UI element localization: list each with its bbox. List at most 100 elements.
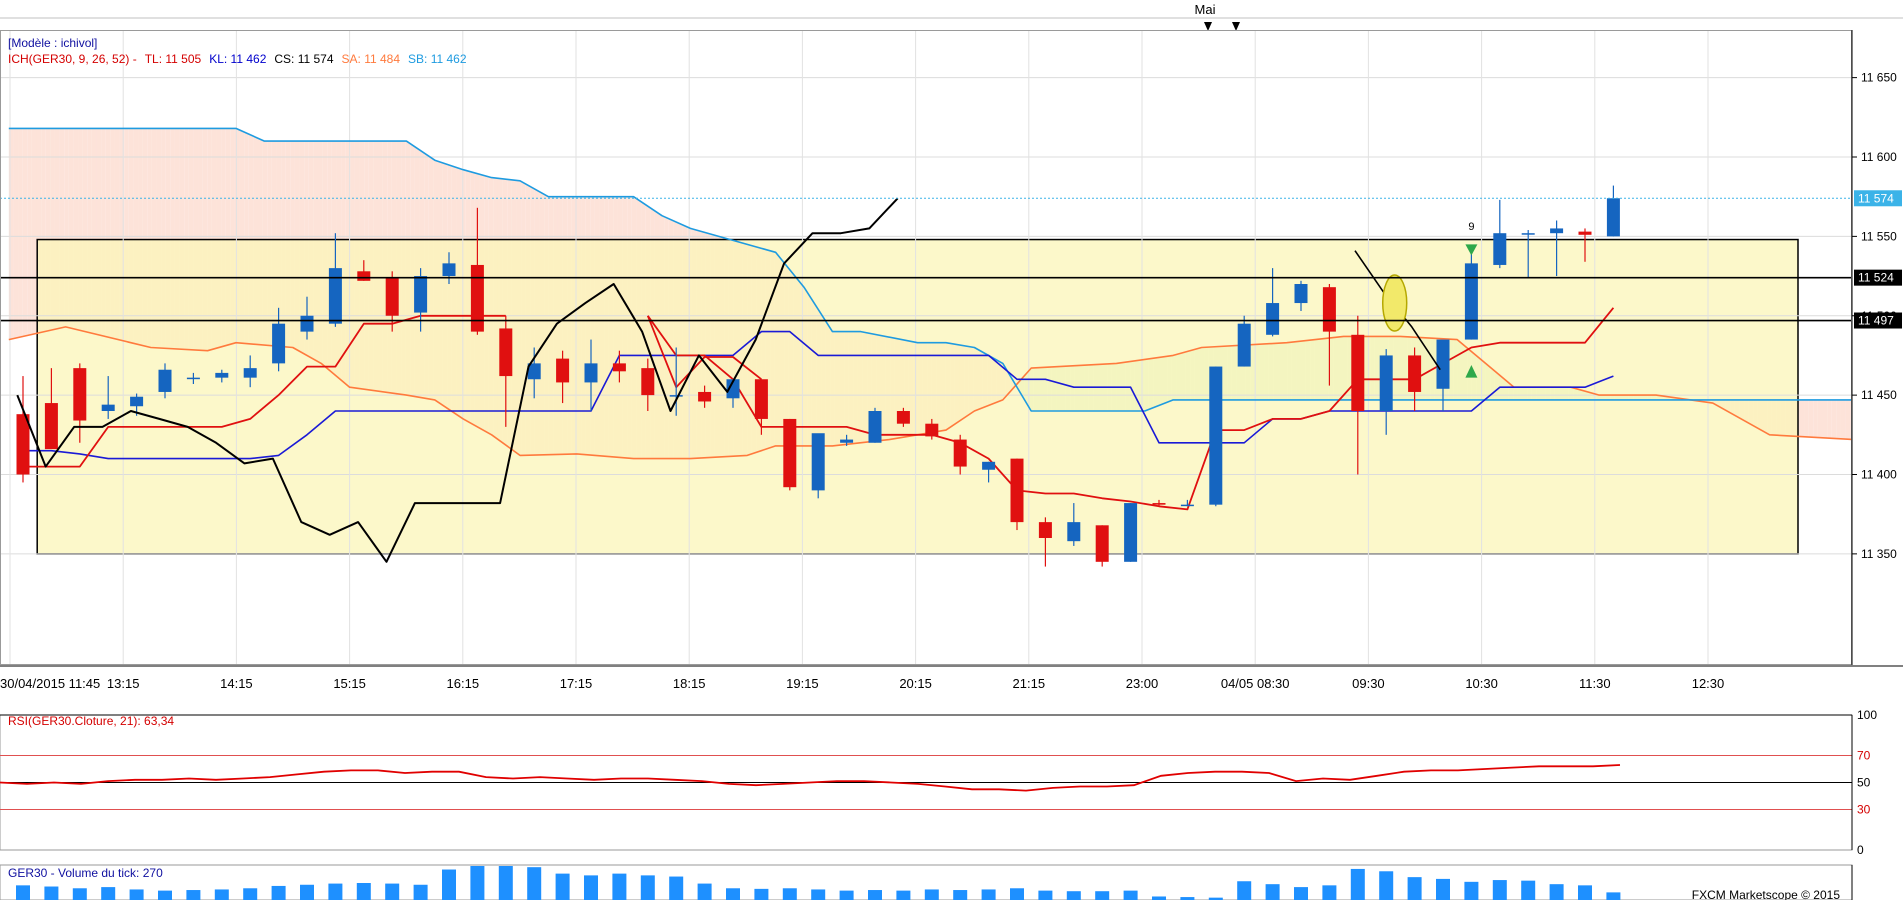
highlight-zone-box (36, 238, 1799, 555)
candle-body (1379, 355, 1393, 411)
candle-body (612, 363, 626, 372)
candle-body (1464, 263, 1478, 340)
candle-body (1095, 525, 1109, 562)
volume-bar (356, 883, 371, 900)
ichimoku-cloud-slice (1808, 399, 1814, 438)
price-axis-label: 11 450 (1861, 388, 1897, 402)
volume-bar (1492, 880, 1507, 900)
rsi-panel[interactable]: 100 70 50 30 0 (0, 708, 1877, 857)
time-axis-label: 15:15 (333, 676, 366, 691)
time-axis-label: 21:15 (1013, 676, 1046, 691)
candle-body (1067, 522, 1081, 542)
time-axis-label: 09:30 (1352, 676, 1385, 691)
candle-body (357, 271, 371, 281)
rsi-axis-label: 0 (1857, 843, 1864, 857)
volume-bar (868, 890, 882, 900)
volume-bar (782, 888, 797, 900)
ichimoku-cloud-slice (8, 128, 14, 340)
ichimoku-cloud-slice (31, 128, 37, 335)
ichimoku-cloud-slice (22, 128, 28, 337)
candle-body (1010, 458, 1024, 523)
volume-bar (328, 883, 343, 900)
price-tag-label: 11 574 (1858, 191, 1894, 205)
volume-bar (1549, 884, 1564, 900)
volume-bar (498, 866, 513, 900)
price-axis-label: 11 550 (1861, 229, 1897, 243)
time-axis-label: 17:15 (560, 676, 593, 691)
ichimoku-cloud-slice (1845, 399, 1851, 440)
volume-bar (413, 884, 428, 900)
rsi-axis-label: 30 (1857, 803, 1871, 817)
legend-entry: KL: 11 462 (209, 52, 266, 66)
volume-bar (896, 890, 911, 900)
volume-bar (1407, 877, 1422, 900)
ichimoku-cloud-slice (18, 128, 23, 338)
candle-body (925, 423, 939, 437)
candle-body (896, 411, 910, 424)
price-tag-label: 11 524 (1858, 271, 1894, 285)
candle-body (1322, 287, 1336, 332)
candle-body (1578, 231, 1592, 235)
volume-bar (1350, 868, 1365, 900)
volume-bar (129, 889, 144, 900)
ichimoku-cloud-slice (1827, 399, 1832, 439)
volume-bar (385, 883, 400, 900)
candle-body (158, 369, 172, 392)
copyright-footer: FXCM Marketscope © 2015 (1692, 888, 1841, 900)
chikou-line (16, 197, 899, 563)
candle-body (1124, 503, 1138, 562)
down-arrow-icon (1465, 244, 1478, 256)
senkou-span-a-line (8, 326, 1852, 460)
time-axis-label: 12:30 (1692, 676, 1725, 691)
candle-body (44, 403, 58, 450)
ichimoku-cloud-slice (27, 128, 32, 336)
count-label: 9 (1468, 221, 1474, 233)
volume-bar (1038, 890, 1053, 900)
volume-bar (1123, 890, 1138, 900)
volume-panel[interactable] (0, 864, 1853, 901)
volume-title: GER30 - Volume du tick: 270 (8, 866, 163, 880)
ichimoku-cloud-slice (1822, 399, 1828, 439)
price-tag-badge (1854, 269, 1902, 286)
time-axis-label: 30/04/2015 11:45 (0, 676, 100, 691)
candle-body (868, 411, 882, 443)
volume-bar (953, 890, 968, 900)
legend-entry: CS: 11 574 (274, 52, 333, 66)
candle-body (1152, 503, 1166, 505)
ichimoku-cloud-slice (13, 128, 19, 339)
time-axis-label: 19:15 (786, 676, 819, 691)
time-axis-label: 11:30 (1579, 676, 1611, 691)
volume-bar (72, 888, 87, 900)
candle-body (754, 379, 768, 419)
tenkan-line (647, 307, 1615, 511)
rsi-axis-label: 70 (1857, 749, 1871, 763)
month-marker-icon (1204, 22, 1212, 31)
rsi-axis-label: 50 (1857, 776, 1871, 790)
volume-bar (1066, 891, 1081, 900)
volume-bar (527, 867, 542, 900)
candle-body (1521, 233, 1535, 235)
volume-bar (16, 885, 30, 900)
candle-body (414, 276, 428, 313)
volume-bar (1152, 896, 1166, 900)
volume-bar (1265, 884, 1280, 900)
candle-body (243, 368, 257, 378)
volume-bar (555, 873, 570, 900)
ichimoku-cloud-slice (1817, 399, 1823, 438)
candle-body (698, 391, 712, 402)
candle-body (1180, 504, 1194, 507)
volume-bar (726, 888, 740, 900)
candle-body (811, 433, 825, 491)
candle-body (669, 395, 683, 397)
tenkan-line (23, 314, 506, 468)
candle-body (1436, 339, 1450, 389)
ichimoku-cloud-slice (1804, 399, 1809, 437)
candle-body (1351, 334, 1365, 411)
volume-bar (754, 888, 769, 900)
volume-bar (1237, 881, 1252, 900)
volume-bar (839, 890, 854, 900)
candle-body (16, 414, 30, 475)
volume-bar (1521, 880, 1536, 900)
